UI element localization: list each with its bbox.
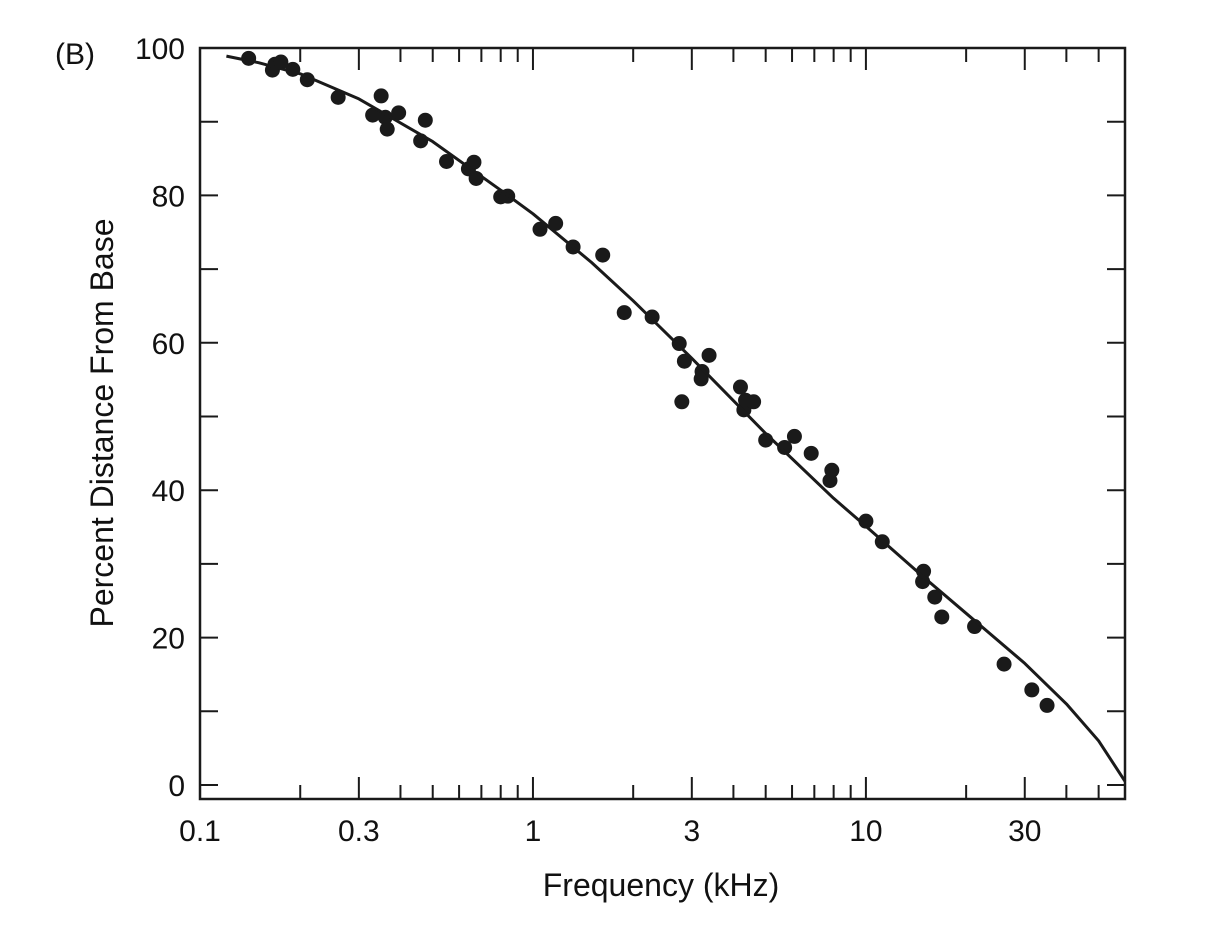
x-axis-label: Frequency (kHz) (543, 867, 780, 903)
data-point (786, 428, 802, 444)
data-point (330, 89, 346, 105)
x-tick-label: 3 (683, 815, 700, 848)
y-tick-label: 80 (152, 180, 185, 213)
x-tick-label: 0.1 (179, 815, 221, 848)
data-point (934, 609, 950, 625)
x-tick-label: 1 (525, 815, 542, 848)
x-tick-label: 10 (849, 815, 882, 848)
data-point (1024, 682, 1040, 698)
data-point (379, 121, 395, 137)
data-point (927, 589, 943, 605)
data-point (746, 394, 762, 410)
data-point (417, 112, 433, 128)
data-point (1039, 697, 1055, 713)
data-point (996, 656, 1012, 672)
data-point (273, 54, 289, 70)
data-point (373, 88, 389, 104)
y-tick-label: 0 (168, 770, 185, 803)
data-point (365, 107, 381, 123)
data-point (676, 353, 692, 369)
data-point (532, 221, 548, 237)
data-point (674, 394, 690, 410)
data-point (595, 247, 611, 263)
y-tick-label: 100 (135, 33, 185, 66)
plot-frame (198, 46, 1127, 801)
data-point (616, 305, 632, 321)
axes: 0 20 40 60 80 100 0.1 0.3 1 3 10 30 (135, 33, 1127, 848)
panel-label: (B) (55, 38, 95, 71)
data-point (701, 347, 717, 363)
fit-curve-line (226, 54, 1127, 783)
y-tick-label: 40 (152, 475, 185, 508)
data-point (777, 439, 793, 455)
data-point (803, 445, 819, 461)
data-point (391, 105, 407, 121)
data-point (732, 379, 748, 395)
data-point (439, 153, 455, 169)
data-point (671, 336, 687, 352)
y-axis-label: Percent Distance From Base (84, 218, 120, 627)
y-tick-label: 60 (152, 328, 185, 361)
data-point (466, 154, 482, 170)
data-point (694, 364, 710, 380)
y-tick-label: 20 (152, 623, 185, 656)
data-point (824, 462, 840, 478)
x-tick-label: 0.3 (338, 815, 380, 848)
x-tick-label: 30 (1008, 815, 1041, 848)
data-point (644, 309, 660, 325)
plot-area (226, 50, 1127, 783)
data-point (548, 215, 564, 231)
